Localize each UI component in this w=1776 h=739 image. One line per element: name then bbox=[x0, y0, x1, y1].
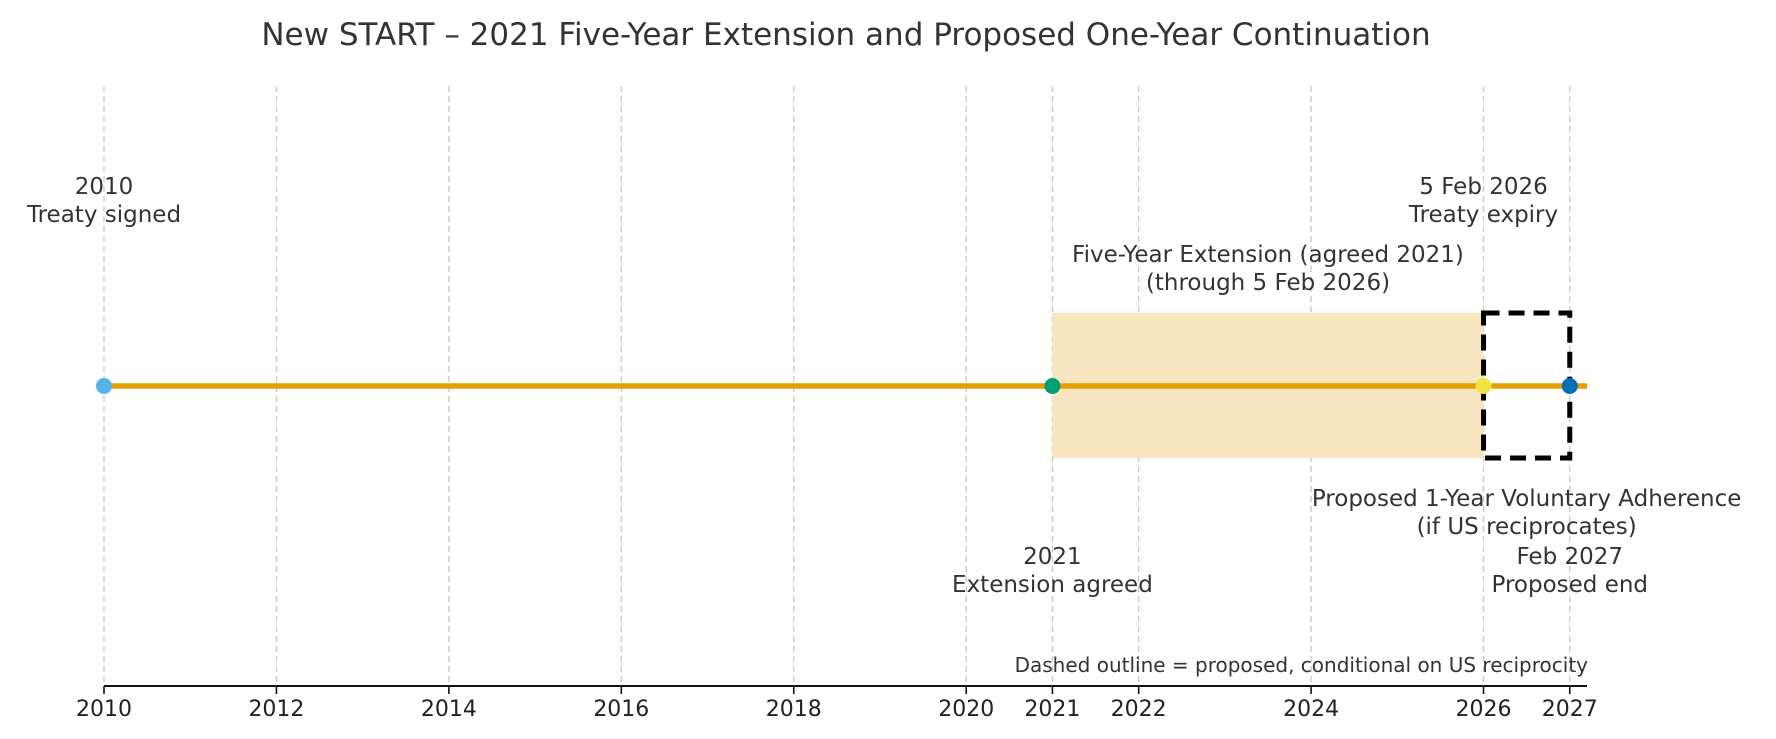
proposed-end-label: Feb 2027 Proposed end bbox=[1491, 544, 1648, 598]
x-tick-label-2016: 2016 bbox=[593, 697, 649, 722]
x-tick-label-2026: 2026 bbox=[1456, 697, 1512, 722]
chart-title: New START – 2021 Five-Year Extension and… bbox=[261, 17, 1430, 53]
x-axis: 2010 2012 2014 2016 2018 2020 2021 2022 2024 2026… bbox=[76, 685, 1598, 722]
treaty-expiry-marker bbox=[1475, 378, 1492, 394]
event-labels: 2010 Treaty signed 2021 Extension agreed 5 F… bbox=[26, 174, 1742, 598]
x-tick-label-2027: 2027 bbox=[1542, 697, 1598, 722]
treaty-expiry-label-line-1: 5 Feb 2026 bbox=[1419, 174, 1548, 200]
five-year-extension-label: Five-Year Extension (agreed 2021) (throug… bbox=[1072, 242, 1464, 296]
proposed-adherence-label: Proposed 1-Year Voluntary Adherence (if U… bbox=[1312, 486, 1742, 540]
five-year-extension-label-line-2: (through 5 Feb 2026) bbox=[1146, 270, 1390, 296]
x-tick-label-2020: 2020 bbox=[938, 697, 994, 722]
reciprocity-note: Dashed outline = proposed, conditional o… bbox=[1015, 653, 1589, 677]
treaty-signed-label-line-2: Treaty signed bbox=[26, 202, 181, 228]
extension-agreed-label: 2021 Extension agreed bbox=[952, 544, 1153, 598]
treaty-signed-label: 2010 Treaty signed bbox=[26, 174, 181, 228]
extension-agreed-marker bbox=[1044, 378, 1061, 394]
treaty-expiry-label-line-2: Treaty expiry bbox=[1408, 202, 1558, 228]
x-tick-label-2012: 2012 bbox=[248, 697, 304, 722]
treaty-expiry-label: 5 Feb 2026 Treaty expiry bbox=[1408, 174, 1558, 228]
proposed-end-label-line-2: Proposed end bbox=[1491, 572, 1648, 598]
treaty-signed-label-line-1: 2010 bbox=[75, 174, 134, 200]
x-tick-label-2018: 2018 bbox=[766, 697, 822, 722]
proposed-adherence-label-line-2: (if US reciprocates) bbox=[1417, 514, 1637, 540]
x-tick-label-2024: 2024 bbox=[1283, 697, 1339, 722]
x-tick-label-2014: 2014 bbox=[421, 697, 477, 722]
extension-agreed-label-line-1: 2021 bbox=[1023, 544, 1082, 570]
proposed-adherence-label-line-1: Proposed 1-Year Voluntary Adherence bbox=[1312, 486, 1742, 512]
proposed-end-marker bbox=[1561, 378, 1578, 394]
treaty-signed-marker bbox=[96, 378, 112, 394]
x-tick-label-2021: 2021 bbox=[1024, 697, 1080, 722]
five-year-extension-label-line-1: Five-Year Extension (agreed 2021) bbox=[1072, 242, 1464, 268]
x-tick-label-2022: 2022 bbox=[1111, 697, 1167, 722]
x-tick-label-2010: 2010 bbox=[76, 697, 132, 722]
proposed-end-label-line-1: Feb 2027 bbox=[1516, 544, 1623, 570]
extension-agreed-label-line-2: Extension agreed bbox=[952, 572, 1153, 598]
event-markers bbox=[96, 378, 1578, 394]
